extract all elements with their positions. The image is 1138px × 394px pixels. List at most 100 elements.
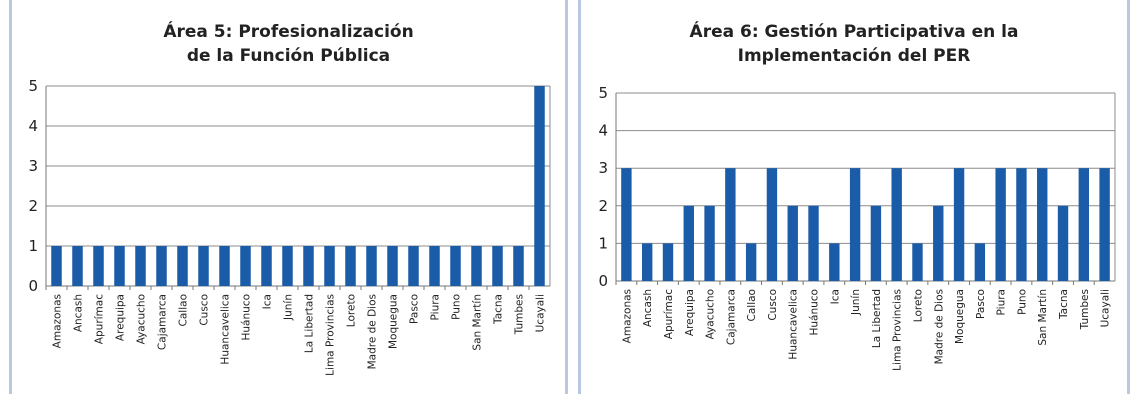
x-tick-label: Tacna	[1058, 289, 1070, 320]
bar	[471, 246, 482, 286]
bar	[953, 168, 965, 281]
x-tick-label: Junín	[283, 294, 295, 321]
bar	[745, 243, 757, 281]
chart-title: Área 5: Profesionalización de la Función…	[12, 20, 565, 68]
x-tick-label: Huancavelica	[220, 294, 232, 365]
x-tick-label: Junín	[850, 289, 862, 316]
x-tick-label: Huancavelica	[788, 289, 800, 360]
chart-panel-area5: Área 5: Profesionalización de la Función…	[9, 0, 568, 394]
x-tick-label: Arequipa	[684, 289, 696, 336]
bar	[849, 168, 861, 281]
x-tick-label: Callao	[178, 294, 190, 326]
y-tick-label: 3	[28, 157, 38, 175]
bar	[725, 168, 736, 281]
x-tick-label: San Martín	[1037, 289, 1049, 346]
chart-title-line-1: Área 6: Gestión Participativa en la	[689, 22, 1019, 42]
bar	[135, 246, 146, 286]
bar	[282, 246, 293, 286]
x-tick-label: Amazonas	[621, 289, 633, 343]
y-tick-label: 1	[28, 237, 38, 255]
x-tick-label: Tacna	[493, 294, 505, 325]
bar	[808, 205, 819, 281]
x-tick-label: Pasco	[975, 289, 987, 319]
bar	[324, 246, 335, 286]
x-tick-label: Ucayali	[535, 294, 547, 332]
bar-chart-area5: 0 1 2 3 4 5 Amazonas Ancash Apurímac Arequipa Ayac…	[28, 77, 551, 376]
x-tick-label: Madre de Dios	[933, 289, 945, 364]
x-tick-label: Puno	[1016, 289, 1028, 315]
bar	[261, 246, 272, 286]
x-tick-label: Amazonas	[52, 294, 64, 348]
y-tick-label: 5	[598, 84, 608, 102]
bar	[933, 205, 944, 281]
bar	[303, 246, 314, 286]
bar	[93, 246, 104, 286]
x-tick-label: Ayacucho	[136, 294, 148, 344]
bar	[1057, 205, 1069, 281]
bar	[974, 243, 986, 281]
x-tick-label: Ica	[262, 294, 274, 309]
x-tick-label: Ica	[829, 289, 841, 304]
x-tick-label: Loreto	[912, 289, 924, 322]
bar	[766, 168, 778, 281]
x-tick-label: Ancash	[642, 289, 654, 327]
y-tick-label: 2	[598, 197, 608, 215]
y-tick-label: 3	[598, 159, 608, 177]
bar	[870, 205, 882, 281]
bar	[621, 168, 632, 281]
bar	[1037, 168, 1048, 281]
bar	[641, 243, 653, 281]
bar	[429, 246, 440, 286]
bar	[72, 246, 83, 286]
bar	[1099, 168, 1110, 281]
x-tick-label: Cusco	[767, 289, 779, 321]
bar	[912, 243, 923, 281]
bar	[51, 246, 62, 286]
bar	[513, 246, 524, 286]
x-tick-label: Apurímac	[663, 289, 675, 339]
x-tick-label: Madre de Dios	[367, 294, 379, 369]
x-tick-label: Ayacucho	[705, 289, 717, 339]
x-tick-label: San Martín	[472, 294, 484, 351]
bar	[704, 205, 715, 281]
bar	[492, 246, 503, 286]
x-tick-label: Pasco	[409, 294, 421, 324]
x-tick-label: Ucayali	[1100, 289, 1112, 327]
x-tick-label: Tumbes	[514, 294, 526, 335]
x-tick-label: Ancash	[73, 294, 85, 332]
bar	[156, 246, 167, 286]
y-tick-label: 5	[28, 77, 38, 95]
bar	[366, 246, 377, 286]
x-tick-label: Moquegua	[388, 294, 400, 349]
chart-title-line-2: Implementación del PER	[737, 46, 971, 66]
bar	[345, 246, 356, 286]
bar	[787, 205, 798, 281]
x-tick-label: Arequipa	[115, 294, 127, 341]
x-tick-label: Lima Provincias	[325, 294, 337, 376]
x-tick-label: Tumbes	[1079, 289, 1091, 330]
x-tick-label: Loreto	[346, 294, 358, 327]
y-tick-label: 4	[598, 122, 608, 140]
bar	[1016, 168, 1027, 281]
bar	[114, 246, 125, 286]
x-tick-label: Callao	[746, 289, 758, 321]
y-tick-label: 0	[28, 277, 38, 295]
x-tick-label: Piura	[430, 294, 442, 320]
chart-title: Área 6: Gestión Participativa en la Impl…	[581, 20, 1127, 68]
bar	[662, 243, 674, 281]
chart-title-line-2: de la Función Pública	[186, 46, 391, 66]
chart-title-line-1: Área 5: Profesionalización	[163, 22, 414, 42]
x-tick-label: Moquegua	[954, 289, 966, 344]
bar	[408, 246, 419, 286]
bar	[683, 205, 694, 281]
bar	[891, 168, 902, 281]
x-tick-label: La Libertad	[304, 294, 316, 353]
y-tick-label: 4	[28, 117, 38, 135]
x-tick-label: Huánuco	[809, 289, 821, 336]
x-tick-label: Lima Provincias	[892, 289, 904, 371]
x-tick-label: Piura	[996, 289, 1008, 315]
x-tick-label: Cusco	[199, 294, 211, 326]
y-tick-label: 1	[598, 234, 608, 252]
x-tick-label: Apurímac	[94, 294, 106, 344]
bar	[829, 243, 840, 281]
